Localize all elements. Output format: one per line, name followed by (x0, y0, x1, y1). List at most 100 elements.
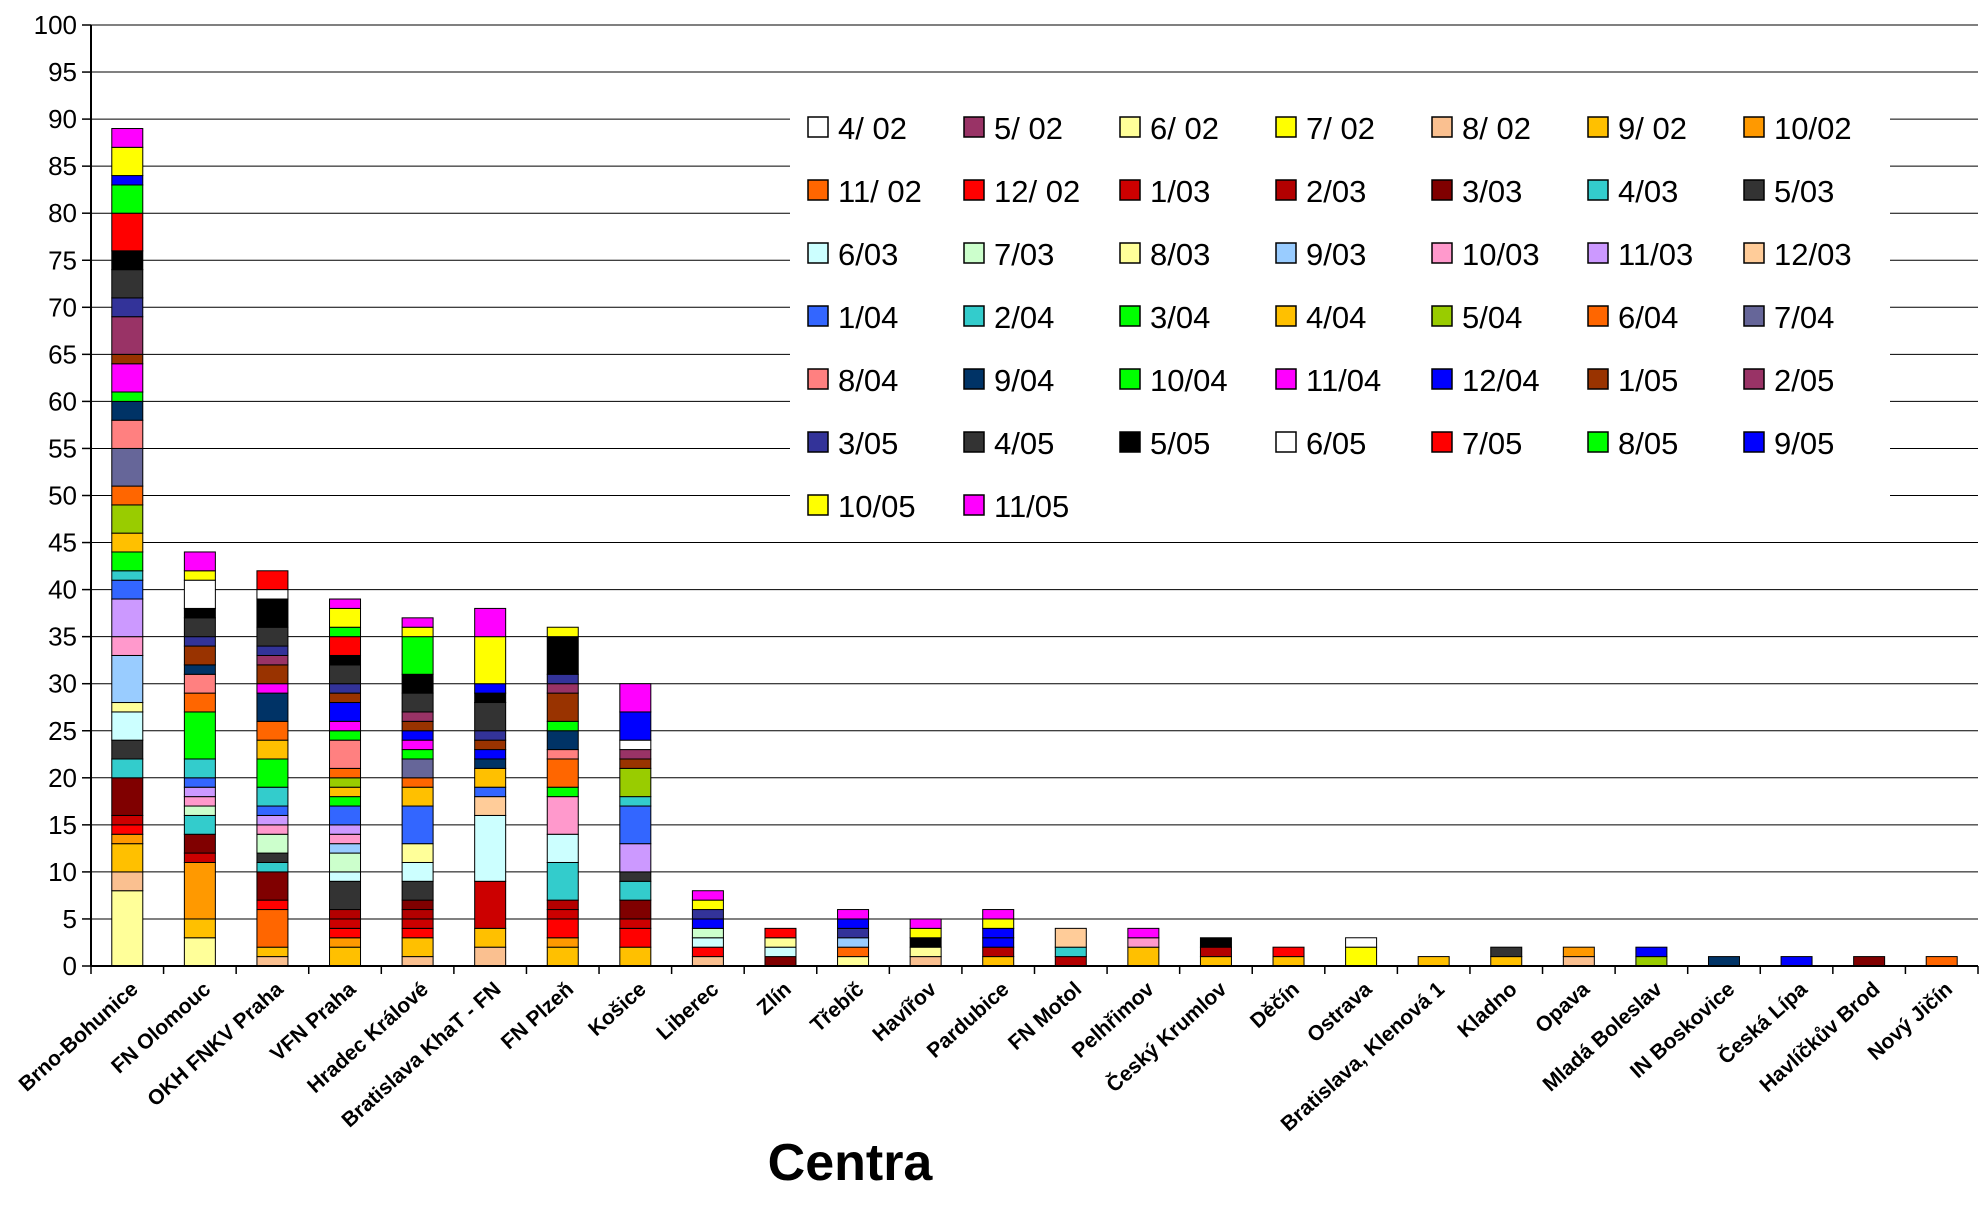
bar-segment (183, 551, 216, 572)
bar-segment (474, 796, 507, 816)
bar-stack (1199, 937, 1232, 967)
legend-swatch (807, 368, 829, 390)
x-tick-label: Havlíčkův Brod (1755, 978, 1884, 1097)
bar-segment (111, 636, 144, 656)
legend-label: 10/02 (1774, 111, 1852, 146)
bar-segment (256, 654, 289, 666)
bar-segment (329, 720, 362, 732)
bar-segment (474, 767, 507, 788)
legend-item: 12/ 02 (963, 174, 1080, 209)
bar-segment (619, 758, 652, 769)
bar-segment (546, 749, 579, 760)
legend-item: 5/ 02 (963, 111, 1063, 146)
bar-segment (329, 664, 362, 685)
bar-stack (111, 128, 144, 967)
bar-segment (1635, 956, 1668, 967)
bar-segment (474, 607, 507, 638)
legend-item: 12/03 (1743, 237, 1852, 272)
bar-segment (474, 749, 507, 760)
bar-segment (1345, 946, 1378, 967)
bar-segment (546, 796, 579, 835)
bar-segment (256, 824, 289, 835)
bar-segment (111, 711, 144, 741)
bar-segment (111, 391, 144, 402)
legend-swatch (1275, 116, 1297, 138)
bar-segment (546, 683, 579, 694)
legend-swatch (1587, 368, 1609, 390)
bar-segment (619, 927, 652, 948)
bar-segment (183, 814, 216, 835)
bar-segment (183, 786, 216, 798)
bar-segment (619, 683, 652, 713)
legend-label: 1/04 (838, 300, 898, 335)
bar-segment (474, 786, 507, 798)
bar-segment (401, 918, 434, 929)
legend-label: 2/05 (1774, 363, 1834, 398)
legend-label: 10/04 (1150, 363, 1228, 398)
bar-segment (401, 805, 434, 845)
bar-stack (1853, 956, 1886, 967)
bar-segment (982, 956, 1015, 967)
bar-segment (183, 777, 216, 788)
bar-segment (474, 880, 507, 929)
bar-segment (329, 636, 362, 656)
bar-segment (837, 937, 870, 948)
legend-item: 12/04 (1431, 363, 1540, 398)
legend-item: 8/04 (807, 363, 898, 398)
bar-segment (401, 927, 434, 939)
bar-segment (619, 871, 652, 882)
bar-segment (256, 692, 289, 722)
bar-segment (111, 419, 144, 449)
bar-segment (329, 927, 362, 939)
bar-segment (111, 702, 144, 713)
bar-segment (256, 814, 289, 826)
y-tick-label: 20 (48, 763, 77, 793)
bar-segment (546, 899, 579, 911)
bar-segment (183, 796, 216, 807)
x-tick-label: Brno-Bohunice (15, 978, 143, 1097)
bar-segment (1127, 937, 1160, 948)
bar-segment (1707, 956, 1740, 967)
x-tick-label: Český Krumlov (1102, 977, 1232, 1097)
bar-segment (183, 833, 216, 854)
legend-label: 9/04 (994, 363, 1054, 398)
legend-item: 9/ 02 (1587, 111, 1687, 146)
y-tick-label: 95 (48, 57, 77, 87)
legend-item: 7/05 (1431, 426, 1522, 461)
bar-segment (691, 946, 724, 958)
bar-segment (837, 927, 870, 939)
bar-stack (691, 890, 724, 967)
bar-segment (546, 626, 579, 638)
legend-item: 1/05 (1587, 363, 1678, 398)
legend-item: 11/ 02 (807, 174, 922, 209)
bar-stack (546, 626, 579, 967)
bar-segment (111, 353, 144, 365)
bar-segment (329, 626, 362, 638)
bar-segment (329, 654, 362, 666)
bar-segment (111, 833, 144, 845)
legend-label: 12/ 02 (994, 174, 1080, 209)
bar-segment (329, 918, 362, 929)
bar-segment (619, 711, 652, 741)
bar-stack (1490, 946, 1523, 967)
bar-segment (546, 730, 579, 751)
legend-label: 5/ 02 (994, 111, 1063, 146)
bar-segment (329, 598, 362, 609)
bar-segment (546, 720, 579, 732)
bar-segment (183, 664, 216, 675)
bar-segment (329, 777, 362, 788)
legend-swatch (1431, 431, 1453, 453)
bar-segment (474, 758, 507, 769)
bar-segment (256, 626, 289, 647)
bar-segment (619, 749, 652, 760)
bar-segment (329, 824, 362, 835)
x-tick-label: Hradec Králové (303, 978, 433, 1098)
bar-segment (256, 683, 289, 694)
bar-segment (256, 805, 289, 816)
y-tick-label: 45 (48, 528, 77, 558)
legend-item: 10/05 (807, 489, 916, 524)
legend-swatch (1431, 368, 1453, 390)
legend-swatch (1431, 305, 1453, 327)
y-tick-label: 10 (48, 857, 77, 887)
bar-segment (111, 504, 144, 534)
